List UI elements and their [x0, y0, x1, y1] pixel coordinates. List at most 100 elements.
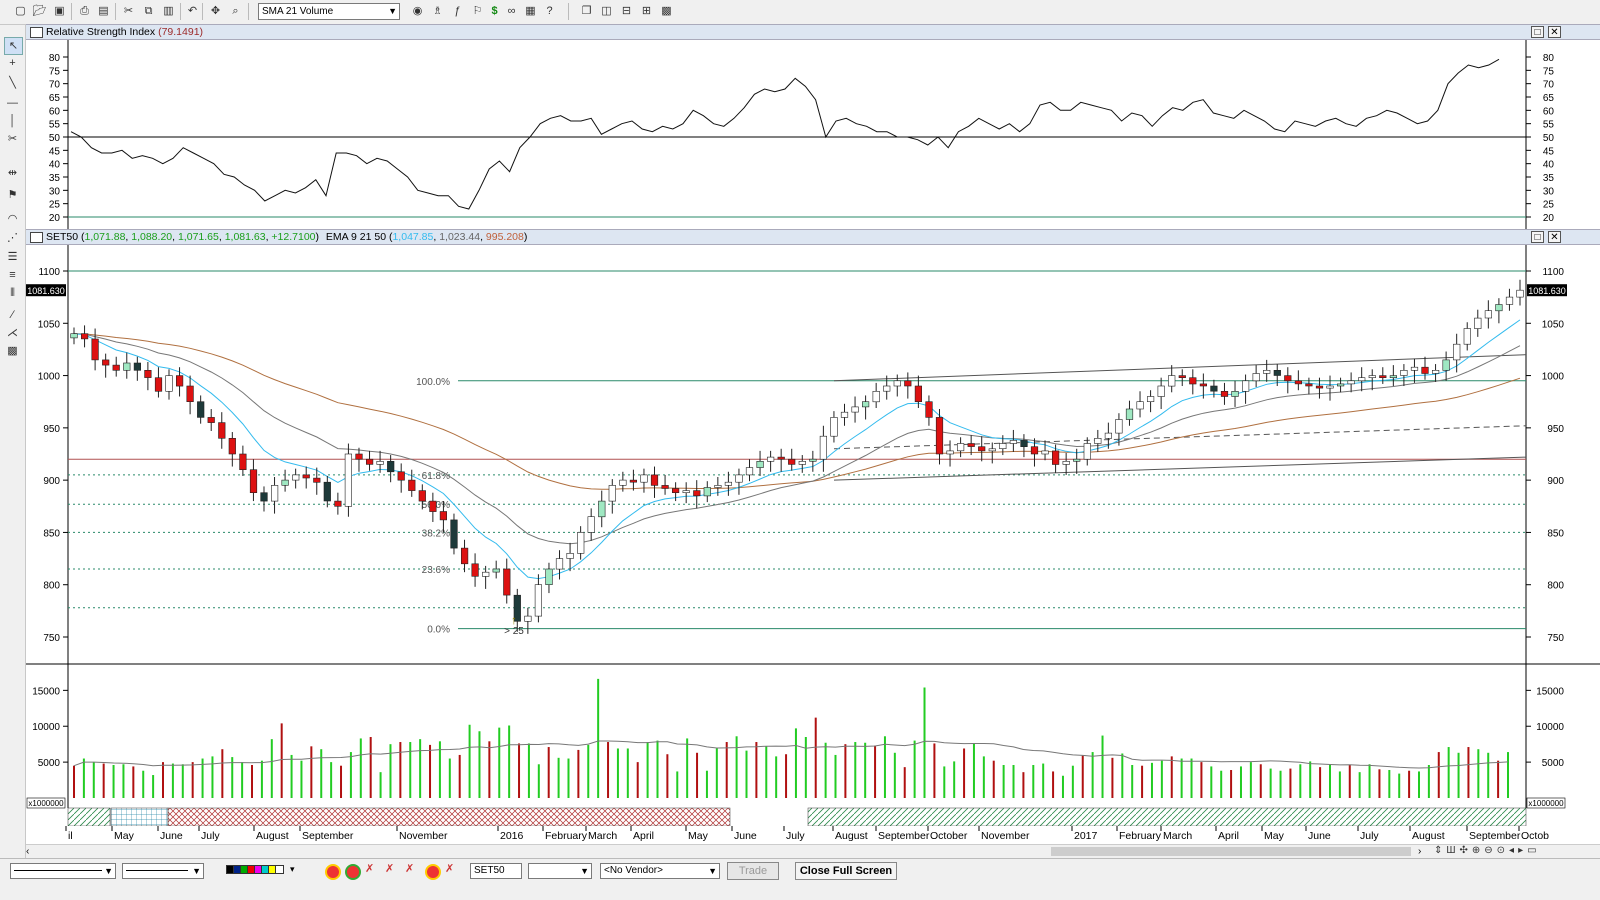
color-white[interactable] — [275, 865, 284, 874]
chrome-icon[interactable] — [325, 864, 341, 880]
channel-mid-line — [833, 425, 1527, 450]
scroll-tools[interactable]: ⇕Ш✣⊕⊖⊙◂▸▭ — [1434, 845, 1541, 856]
close-icon[interactable]: ✕ — [1548, 231, 1561, 243]
time-axis-label: April — [1218, 830, 1239, 842]
chrome-icon-2[interactable] — [345, 864, 361, 880]
fibonacci-icon[interactable]: ☰ — [7, 251, 18, 263]
time-axis: il May June July August September November 2016… — [26, 826, 1600, 844]
candle — [788, 458, 796, 465]
candle — [861, 401, 870, 408]
remove-icon[interactable]: ✗ — [365, 863, 375, 875]
rsi-tick-label-right: 75 — [1543, 66, 1555, 77]
scroll-thumb[interactable] — [1051, 847, 1411, 856]
chevron-down-icon: ▼ — [104, 866, 113, 876]
study-icon[interactable]: ◉ — [412, 5, 423, 17]
candle — [249, 469, 258, 493]
close-fullscreen-button[interactable]: Close Full Screen — [795, 862, 897, 880]
remove-icon-2[interactable]: ✗ — [385, 863, 395, 875]
candle — [334, 500, 342, 507]
period-combo[interactable]: ▼ — [528, 863, 592, 879]
cut-icon[interactable]: ✂ — [123, 5, 134, 17]
candle — [703, 487, 711, 497]
binoculars-icon[interactable]: ∞ — [507, 5, 516, 17]
maximize-icon[interactable]: □ — [1531, 26, 1544, 38]
scroll-left-icon[interactable]: ‹ — [26, 846, 30, 857]
price-tick-label-right: 750 — [1547, 633, 1564, 644]
paste-icon[interactable]: ▥ — [163, 5, 174, 17]
candle — [629, 479, 637, 483]
new-icon[interactable]: ▢ — [15, 5, 26, 17]
candle — [682, 490, 690, 494]
layout-2-icon[interactable]: ⊟ — [621, 5, 632, 17]
candle — [1020, 440, 1028, 447]
time-zones-icon[interactable]: ⦀ — [10, 287, 15, 299]
remove-icon-3[interactable]: ✗ — [405, 863, 415, 875]
symbol-input[interactable]: SET50 — [470, 863, 522, 879]
line-width-combo[interactable]: ▼ — [122, 863, 204, 879]
print-preview-icon[interactable]: ▤ — [98, 5, 109, 17]
copy-icon[interactable]: ⧉ — [144, 5, 153, 17]
time-axis-label: March — [588, 830, 617, 842]
ema50-line — [73, 333, 1521, 490]
time-axis-label: July — [1360, 830, 1379, 842]
chrome-icon-3[interactable] — [425, 864, 441, 880]
grid-tool-icon[interactable]: ▩ — [7, 345, 18, 357]
crosshair-icon[interactable]: + — [9, 57, 16, 69]
trendline-icon[interactable]: ╲ — [9, 77, 16, 89]
rsi-tick-label-left: 80 — [49, 53, 61, 64]
vendor-combo[interactable]: <No Vendor> ▼ — [600, 863, 720, 879]
undo-icon[interactable]: ↶ — [187, 5, 198, 17]
candle — [967, 443, 975, 447]
trade-button[interactable]: Trade — [727, 862, 779, 880]
candle — [418, 490, 426, 502]
volume-tick-label-right: 5000 — [1542, 758, 1565, 769]
close-icon[interactable]: ✕ — [1548, 26, 1561, 38]
flag-icon[interactable]: ⚑ — [7, 189, 18, 201]
vertical-line-icon[interactable]: │ — [9, 115, 16, 127]
candle — [1505, 296, 1514, 305]
pointer-icon[interactable]: ↖ — [4, 37, 23, 55]
print-icon[interactable]: ⎙ — [80, 5, 89, 17]
zoom-icon[interactable]: ⌕ — [232, 5, 239, 17]
layout-3-icon[interactable]: ⊞ — [641, 5, 652, 17]
candle — [661, 485, 669, 489]
scroll-right-icon[interactable]: › — [1418, 846, 1422, 857]
gann-icon[interactable]: ⋌ — [7, 327, 18, 339]
candle — [492, 568, 500, 573]
calculator-icon[interactable]: ▦ — [525, 5, 536, 17]
candle — [1125, 408, 1134, 420]
vendor-value: <No Vendor> — [604, 865, 663, 876]
line-style-combo[interactable]: ▼ — [10, 863, 116, 879]
open-icon[interactable]: 📂︎ — [32, 5, 47, 17]
window-icon[interactable]: ❐ — [581, 5, 592, 17]
scissors-icon[interactable]: ✂ — [7, 133, 18, 145]
fib-retracement-icon[interactable]: ≡ — [9, 269, 16, 281]
maximize-icon[interactable]: □ — [1531, 231, 1544, 243]
pan-icon[interactable]: ✥ — [210, 5, 221, 17]
dollar-icon[interactable]: $ — [491, 5, 498, 17]
chart-canvas[interactable]: 80 80 75 75 70 70 65 65 60 60 55 55 50 50 45 45 40 40 35 35… — [26, 24, 1600, 826]
study-combo[interactable]: SMA 21 Volume ▼ — [258, 3, 400, 20]
candle — [714, 485, 722, 488]
formula-icon[interactable]: ƒ — [454, 5, 461, 17]
arc-icon[interactable]: ◠ — [7, 213, 18, 225]
candle — [218, 422, 226, 439]
fan-icon[interactable]: ⋰ — [7, 232, 18, 244]
price-tick-label-left: 850 — [43, 528, 60, 539]
help-icon[interactable]: ? — [546, 5, 553, 17]
save-icon[interactable]: ▣ — [54, 5, 65, 17]
candle — [1041, 450, 1049, 455]
chevron-down-icon[interactable]: ▾ — [290, 864, 295, 874]
signal-icon[interactable]: ⚐ — [472, 5, 483, 17]
layout-4-icon[interactable]: ▩ — [661, 5, 672, 17]
channel-icon[interactable]: ∕ — [11, 309, 14, 321]
chevron-down-icon: ▼ — [388, 6, 397, 16]
rsi-tick-label-right: 20 — [1543, 213, 1555, 224]
horizontal-scrollbar[interactable]: ‹ › ⇕Ш✣⊕⊖⊙◂▸▭ — [26, 844, 1600, 859]
layout-1-icon[interactable]: ◫ — [601, 5, 612, 17]
cycle-icon[interactable]: ⇹ — [7, 167, 18, 179]
indicator-icon[interactable]: ♗ — [432, 5, 443, 17]
remove-icon-4[interactable]: ✗ — [445, 863, 455, 875]
horizontal-line-icon[interactable]: — — [7, 97, 18, 109]
candle — [1284, 375, 1292, 382]
